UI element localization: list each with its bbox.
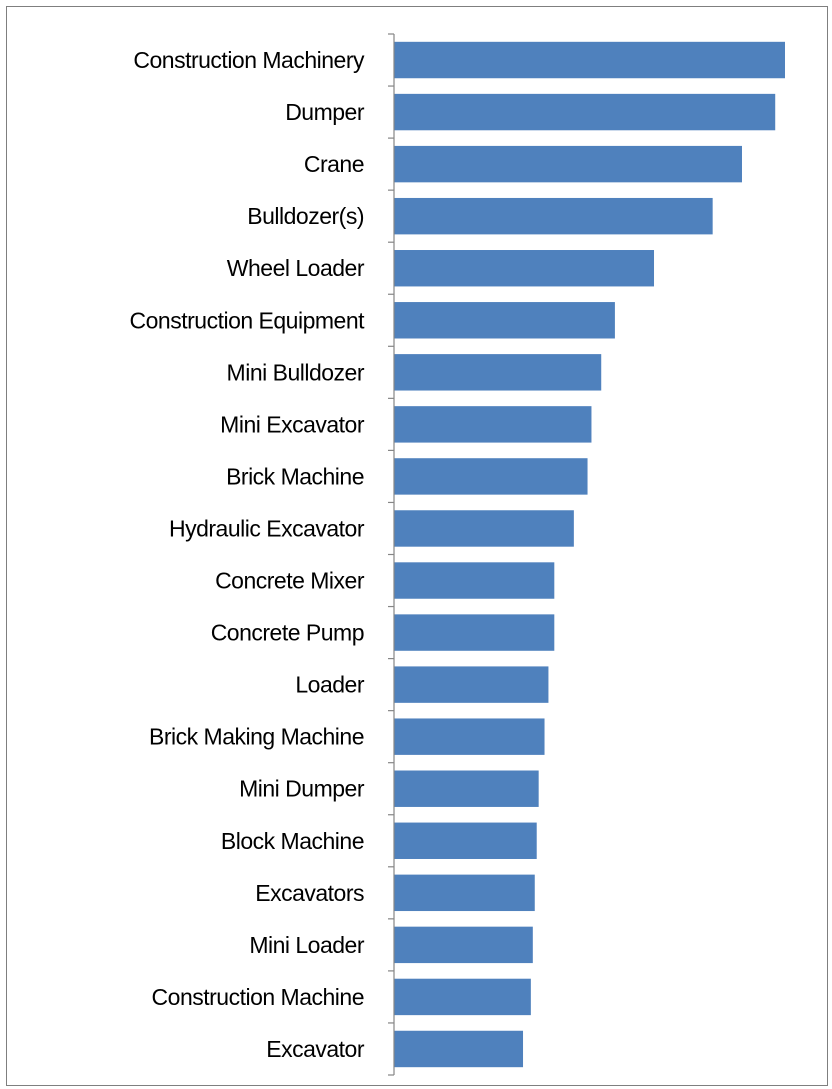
category-tick-label: Block Machine xyxy=(221,828,364,854)
bar xyxy=(394,406,592,443)
bar xyxy=(394,354,602,391)
bar xyxy=(394,145,742,183)
category-tick-label: Mini Excavator xyxy=(220,411,365,437)
bar xyxy=(394,458,588,495)
category-tick-label: Crane xyxy=(304,151,364,177)
category-tick-label: Concrete Mixer xyxy=(215,568,365,594)
bar xyxy=(394,718,545,755)
category-tick-label: Brick Making Machine xyxy=(149,724,364,750)
bar xyxy=(394,926,533,964)
bar xyxy=(394,874,535,912)
bar xyxy=(394,197,713,235)
category-tick-label: Brick Machine xyxy=(226,463,364,489)
category-tick-label: Dumper xyxy=(285,99,365,125)
bar xyxy=(394,562,555,599)
bar xyxy=(394,614,555,651)
category-tick-label: Concrete Pump xyxy=(211,620,364,646)
category-tick-label: Hydraulic Excavator xyxy=(169,515,365,541)
bar xyxy=(394,822,537,859)
category-labels-group: Construction Machinery Dumper Crane Bulldoz… xyxy=(130,47,366,1062)
category-tick-label: Loader xyxy=(295,672,364,698)
bar xyxy=(394,41,785,79)
category-tick-label: Excavators xyxy=(255,880,364,906)
bar xyxy=(394,770,539,807)
category-tick-label: Excavator xyxy=(266,1036,365,1062)
bar xyxy=(394,510,574,547)
bar xyxy=(394,250,655,287)
category-tick-label: Bulldozer(s) xyxy=(247,203,364,229)
bar xyxy=(394,302,615,339)
bars-group xyxy=(394,41,785,1068)
category-axis xyxy=(388,33,395,1076)
category-tick-label: Construction Equipment xyxy=(130,307,366,333)
bar xyxy=(394,666,549,703)
bar xyxy=(394,978,531,1016)
category-tick-label: Mini Bulldozer xyxy=(227,359,365,385)
bar xyxy=(394,93,776,131)
category-tick-label: Construction Machine xyxy=(152,984,364,1010)
category-tick-label: Mini Loader xyxy=(249,932,365,958)
category-tick-label: Mini Dumper xyxy=(239,776,365,802)
category-tick-label: Construction Machinery xyxy=(133,47,365,73)
bar xyxy=(394,1030,524,1068)
category-tick-label: Wheel Loader xyxy=(227,255,365,281)
